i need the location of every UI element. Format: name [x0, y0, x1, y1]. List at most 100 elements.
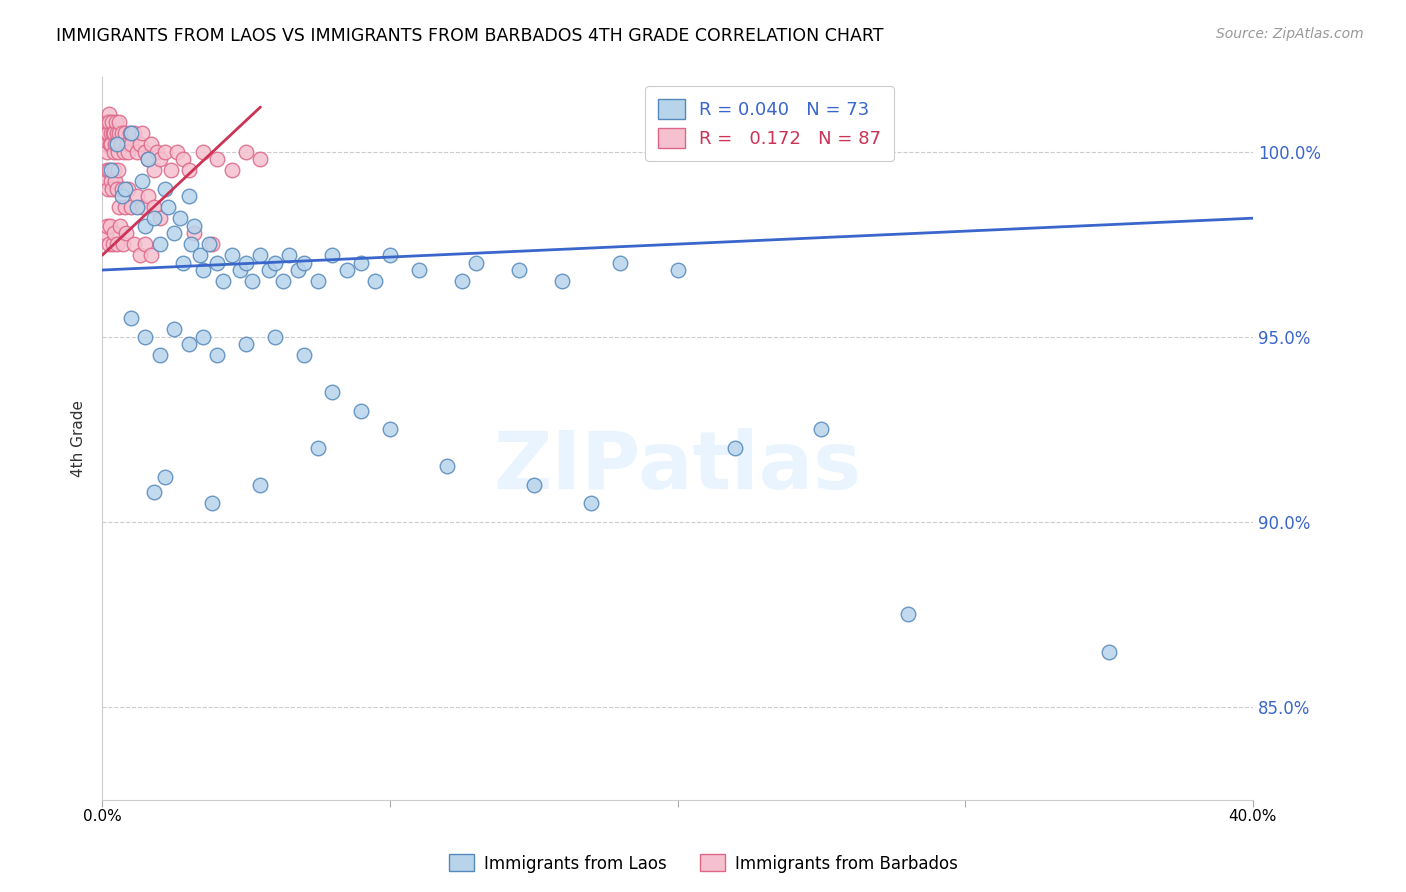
- Point: [96, 145, 118, 159]
- Text: 0.0%: 0.0%: [83, 809, 121, 824]
- Point: [263, 255, 285, 269]
- Point: [143, 485, 166, 500]
- Point: [118, 126, 141, 140]
- Point: [98, 137, 121, 152]
- Point: [177, 337, 200, 351]
- Point: [94, 137, 117, 152]
- Point: [101, 181, 124, 195]
- Point: [450, 274, 472, 288]
- Point: [94, 174, 117, 188]
- Point: [103, 145, 125, 159]
- Point: [131, 200, 153, 214]
- Point: [249, 152, 271, 166]
- Point: [155, 145, 177, 159]
- Point: [350, 255, 373, 269]
- Point: [117, 181, 139, 195]
- Point: [105, 126, 128, 140]
- Point: [263, 329, 285, 343]
- Point: [97, 181, 120, 195]
- Point: [169, 211, 191, 226]
- Point: [122, 237, 145, 252]
- Point: [273, 274, 295, 288]
- Point: [103, 226, 125, 240]
- Point: [101, 237, 124, 252]
- Point: [120, 200, 142, 214]
- Point: [581, 496, 603, 510]
- Point: [163, 226, 186, 240]
- Point: [131, 126, 153, 140]
- Point: [149, 152, 172, 166]
- Point: [177, 163, 200, 178]
- Point: [197, 237, 219, 252]
- Point: [155, 470, 177, 484]
- Point: [436, 459, 458, 474]
- Point: [108, 115, 131, 129]
- Point: [98, 219, 121, 233]
- Point: [249, 248, 271, 262]
- Point: [114, 126, 136, 140]
- Point: [172, 152, 194, 166]
- Point: [465, 255, 488, 269]
- Point: [128, 248, 150, 262]
- Point: [104, 137, 127, 152]
- Point: [240, 274, 263, 288]
- Point: [149, 237, 172, 252]
- Point: [235, 145, 257, 159]
- Point: [221, 248, 243, 262]
- Point: [120, 311, 142, 326]
- Point: [408, 263, 430, 277]
- Point: [143, 211, 166, 226]
- Point: [108, 126, 131, 140]
- Point: [350, 404, 373, 418]
- Point: [97, 126, 120, 140]
- Point: [128, 137, 150, 152]
- Point: [105, 181, 128, 195]
- Point: [97, 107, 120, 121]
- Point: [378, 422, 401, 436]
- Point: [136, 189, 159, 203]
- Point: [111, 181, 134, 195]
- Point: [131, 174, 153, 188]
- Point: [160, 163, 183, 178]
- Point: [125, 189, 148, 203]
- Point: [134, 219, 156, 233]
- Point: [191, 329, 214, 343]
- Point: [191, 263, 214, 277]
- Point: [93, 126, 115, 140]
- Point: [114, 200, 136, 214]
- Point: [364, 274, 387, 288]
- Point: [111, 189, 134, 203]
- Point: [98, 163, 121, 178]
- Point: [103, 163, 125, 178]
- Point: [149, 348, 172, 362]
- Point: [336, 263, 359, 277]
- Point: [134, 329, 156, 343]
- Text: ZIPatlas: ZIPatlas: [494, 428, 862, 507]
- Point: [155, 181, 177, 195]
- Point: [117, 145, 139, 159]
- Point: [107, 163, 129, 178]
- Text: IMMIGRANTS FROM LAOS VS IMMIGRANTS FROM BARBADOS 4TH GRADE CORRELATION CHART: IMMIGRANTS FROM LAOS VS IMMIGRANTS FROM …: [56, 27, 884, 45]
- Point: [149, 211, 172, 226]
- Point: [93, 115, 115, 129]
- Point: [100, 126, 122, 140]
- Point: [105, 237, 128, 252]
- Point: [235, 337, 257, 351]
- Point: [278, 248, 301, 262]
- Point: [523, 478, 546, 492]
- Point: [100, 137, 122, 152]
- Point: [724, 441, 747, 455]
- Point: [136, 152, 159, 166]
- Point: [143, 163, 166, 178]
- Point: [292, 348, 315, 362]
- Point: [292, 255, 315, 269]
- Point: [100, 174, 122, 188]
- Point: [180, 237, 202, 252]
- Point: [103, 126, 125, 140]
- Text: Source: ZipAtlas.com: Source: ZipAtlas.com: [1216, 27, 1364, 41]
- Point: [508, 263, 530, 277]
- Point: [108, 200, 131, 214]
- Point: [551, 274, 574, 288]
- Point: [157, 200, 180, 214]
- Point: [94, 226, 117, 240]
